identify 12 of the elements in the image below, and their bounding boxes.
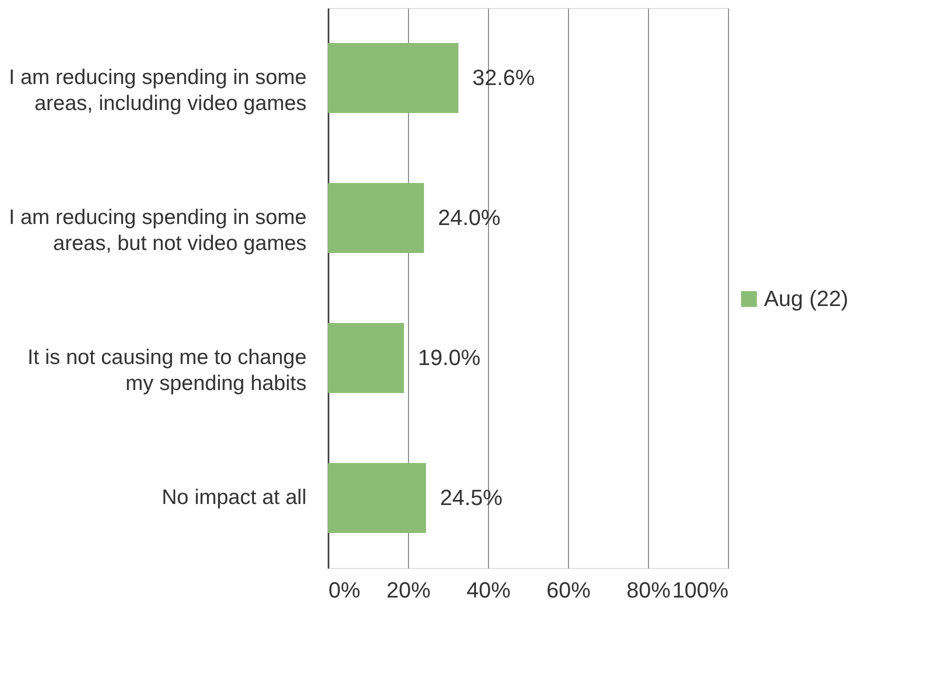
x-tick-label: 40% — [466, 578, 511, 602]
y-tick-label: I am reducing spending in some areas, including video games — [8, 66, 306, 115]
x-tick-label: 80% — [626, 578, 671, 602]
x-tick-label: 0% — [328, 578, 360, 602]
y-tick-label: I am reducing spending in some areas, but not video games — [8, 206, 306, 255]
x-tick-label: 20% — [386, 578, 431, 602]
x-tick-label: 100% — [672, 578, 728, 602]
data-label: 19.0% — [418, 345, 480, 370]
x-tick-label: 60% — [546, 578, 591, 602]
y-tick-label: No impact at all — [162, 486, 306, 509]
y-tick-label: It is not causing me to change my spending habits — [28, 346, 306, 395]
legend-label: Aug (22) — [764, 286, 848, 311]
